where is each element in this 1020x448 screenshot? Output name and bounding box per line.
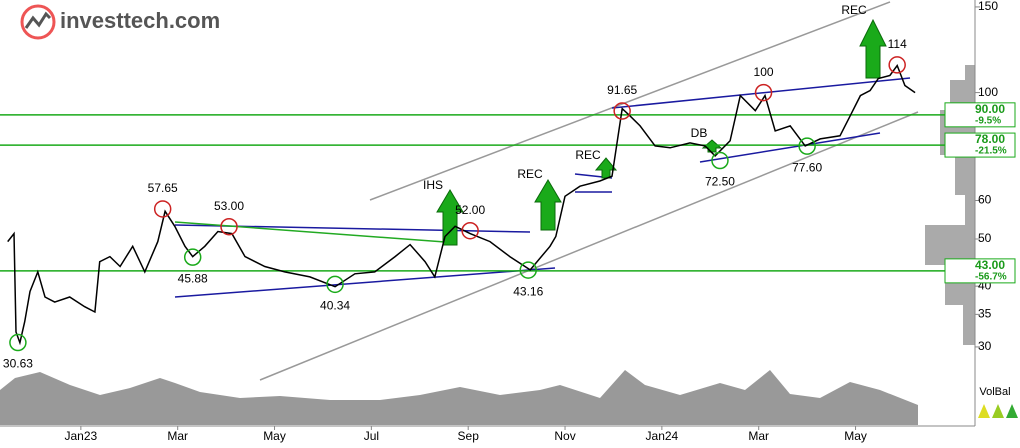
extreme-marker bbox=[888, 56, 906, 74]
extreme-marker bbox=[798, 137, 816, 155]
logo-icon bbox=[20, 4, 56, 40]
marker-label: 43.16 bbox=[513, 284, 543, 298]
level-label: 78.00 bbox=[975, 132, 1005, 146]
marker-label: 114 bbox=[888, 37, 907, 51]
marker-label: 30.63 bbox=[3, 357, 33, 371]
signal-arrow bbox=[859, 18, 887, 79]
trend-line bbox=[611, 77, 911, 109]
profile-bar bbox=[963, 305, 975, 345]
marker-label: 91.65 bbox=[607, 83, 637, 97]
level-box bbox=[944, 132, 1016, 158]
extreme-marker bbox=[326, 275, 344, 294]
extreme-marker bbox=[220, 217, 238, 236]
extreme-marker bbox=[754, 83, 773, 102]
extreme-marker bbox=[519, 261, 537, 279]
signal-label: IHS bbox=[423, 178, 443, 192]
x-tick-label: Jan23 bbox=[65, 429, 98, 443]
profile-bar bbox=[965, 65, 975, 80]
signal-label: REC bbox=[517, 167, 543, 181]
signals bbox=[436, 18, 887, 246]
marker-label: 45.88 bbox=[178, 271, 208, 285]
marker-label: 40.34 bbox=[320, 299, 350, 313]
extreme-marker bbox=[461, 221, 479, 240]
level-box bbox=[944, 102, 1016, 128]
x-tick-label: Mar bbox=[748, 429, 769, 443]
signal-label: DB bbox=[691, 126, 708, 140]
logo: investtech.com bbox=[20, 4, 220, 40]
extreme-marker bbox=[613, 102, 631, 120]
marker-label: 72.50 bbox=[705, 175, 735, 189]
extreme-marker bbox=[183, 248, 202, 266]
profile-bar bbox=[955, 155, 975, 195]
volbal-icon bbox=[978, 404, 990, 418]
trend-line bbox=[699, 132, 881, 163]
x-tick-label: Sep bbox=[458, 429, 480, 443]
level-label: 90.00 bbox=[975, 102, 1005, 116]
x-tick-label: Mar bbox=[167, 429, 188, 443]
signal-label: REC bbox=[841, 3, 867, 17]
level-change: -56.7% bbox=[975, 272, 1007, 283]
level-change: -9.5% bbox=[975, 115, 1001, 126]
trend-line bbox=[174, 267, 556, 298]
volbal-icons bbox=[978, 404, 1018, 418]
price-line bbox=[7, 63, 916, 346]
y-tick-label: 100 bbox=[978, 85, 998, 99]
extreme-marker bbox=[153, 200, 172, 218]
volume-label: VolBal bbox=[979, 386, 1010, 398]
signal-arrow bbox=[436, 189, 464, 246]
y-tick-label: 50 bbox=[978, 231, 992, 245]
y-tick-label: 30 bbox=[978, 339, 992, 353]
brand: investtech.com bbox=[60, 8, 220, 33]
channel-line bbox=[259, 111, 919, 381]
y-tick-label: 35 bbox=[978, 307, 992, 321]
profile-bar bbox=[925, 225, 975, 265]
marker-label: 52.00 bbox=[455, 203, 485, 217]
trend-lines bbox=[174, 1, 919, 381]
channel-line bbox=[369, 1, 891, 201]
trend-line bbox=[174, 221, 446, 243]
x-tick-label: May bbox=[844, 429, 867, 443]
marker-label: 53.00 bbox=[214, 199, 244, 213]
level-change: -21.5% bbox=[975, 146, 1007, 157]
profile-bar bbox=[965, 195, 975, 225]
x-tick-label: Nov bbox=[554, 429, 575, 443]
signal-label: REC bbox=[575, 148, 601, 162]
logo-icon-line bbox=[24, 11, 52, 29]
x-tick-label: May bbox=[263, 429, 286, 443]
marker-label: 57.65 bbox=[148, 181, 178, 195]
x-tick-label: Jul bbox=[364, 429, 379, 443]
y-tick-label: 150 bbox=[978, 0, 998, 13]
volbal-icon bbox=[992, 404, 1004, 418]
level-label: 43.00 bbox=[975, 258, 1005, 272]
level-box bbox=[944, 258, 1016, 284]
x-tick-label: Jan24 bbox=[646, 429, 679, 443]
y-tick-label: 60 bbox=[978, 193, 992, 207]
signal-arrow bbox=[534, 179, 562, 231]
marker-label: 77.60 bbox=[792, 160, 822, 174]
extreme-marker bbox=[9, 333, 27, 352]
extreme-marker bbox=[711, 151, 729, 170]
marker-label: 100 bbox=[754, 65, 774, 79]
volbal-icon bbox=[1006, 404, 1018, 418]
volume-area bbox=[0, 370, 918, 425]
